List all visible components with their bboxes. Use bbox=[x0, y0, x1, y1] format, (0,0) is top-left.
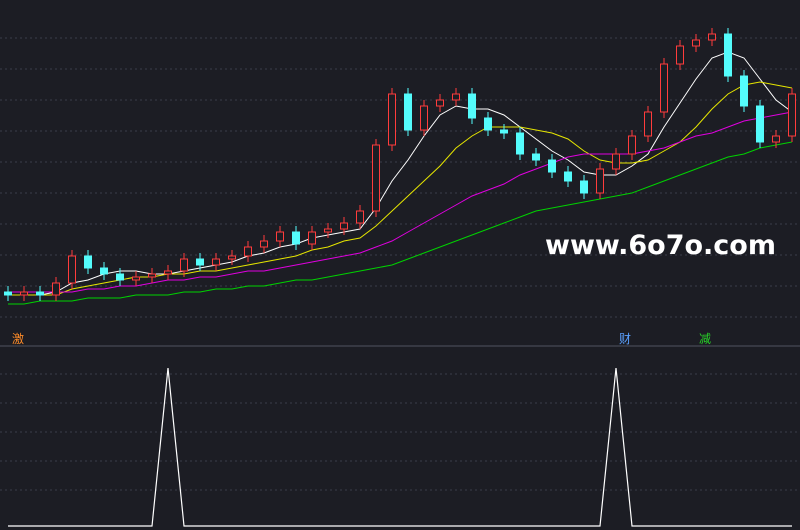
watermark: www.6o7o.com bbox=[545, 230, 776, 261]
candle-body bbox=[84, 255, 92, 269]
candle-body bbox=[212, 258, 220, 266]
indicator-line bbox=[8, 367, 792, 527]
signal-label: 减 bbox=[699, 332, 711, 346]
candle-body bbox=[4, 291, 12, 296]
candle-body bbox=[596, 168, 604, 194]
signal-label: 财 bbox=[619, 332, 631, 346]
candle-body bbox=[324, 228, 332, 233]
candle-body bbox=[404, 93, 412, 131]
candle-body bbox=[228, 255, 236, 260]
candle-body bbox=[420, 105, 428, 131]
candle-body bbox=[724, 33, 732, 77]
candle-body bbox=[676, 45, 684, 65]
candle-body bbox=[660, 63, 668, 113]
candle-body bbox=[692, 39, 700, 47]
candle-body bbox=[340, 222, 348, 230]
candle-body bbox=[708, 33, 716, 41]
candle-body bbox=[180, 258, 188, 272]
plot: 激财减 bbox=[4, 28, 796, 527]
candle-body bbox=[372, 144, 380, 212]
candle-body bbox=[276, 231, 284, 242]
candle-body bbox=[244, 246, 252, 257]
candle-body bbox=[164, 270, 172, 275]
candle-body bbox=[612, 153, 620, 170]
candle-body bbox=[436, 99, 444, 107]
candle-body bbox=[484, 117, 492, 131]
signal-label: 激 bbox=[12, 332, 24, 346]
candle-body bbox=[292, 231, 300, 245]
candle-body bbox=[532, 153, 540, 161]
candle-body bbox=[68, 255, 76, 284]
ma-line bbox=[8, 51, 793, 296]
candle-body bbox=[196, 258, 204, 266]
candle-body bbox=[788, 93, 796, 137]
candle-body bbox=[356, 210, 364, 224]
candle-body bbox=[116, 273, 124, 281]
candle-body bbox=[308, 231, 316, 245]
candle-body bbox=[132, 276, 140, 281]
ma-line bbox=[8, 111, 793, 293]
candle-body bbox=[628, 135, 636, 155]
candle-body bbox=[564, 171, 572, 182]
candle-body bbox=[756, 105, 764, 143]
candle-body bbox=[36, 291, 44, 296]
candle-body bbox=[580, 180, 588, 194]
candle-body bbox=[772, 135, 780, 143]
candle-body bbox=[388, 93, 396, 146]
candle-body bbox=[100, 267, 108, 275]
candle-body bbox=[516, 132, 524, 155]
candle-body bbox=[468, 93, 476, 119]
candle-body bbox=[500, 129, 508, 134]
candle-body bbox=[52, 282, 60, 296]
candle-body bbox=[20, 291, 28, 296]
candle-body bbox=[148, 273, 156, 278]
candle-body bbox=[644, 111, 652, 137]
ma-line bbox=[8, 141, 793, 305]
candle-body bbox=[740, 75, 748, 107]
candle-body bbox=[260, 240, 268, 248]
candle-body bbox=[548, 159, 556, 173]
candle-body bbox=[452, 93, 460, 101]
